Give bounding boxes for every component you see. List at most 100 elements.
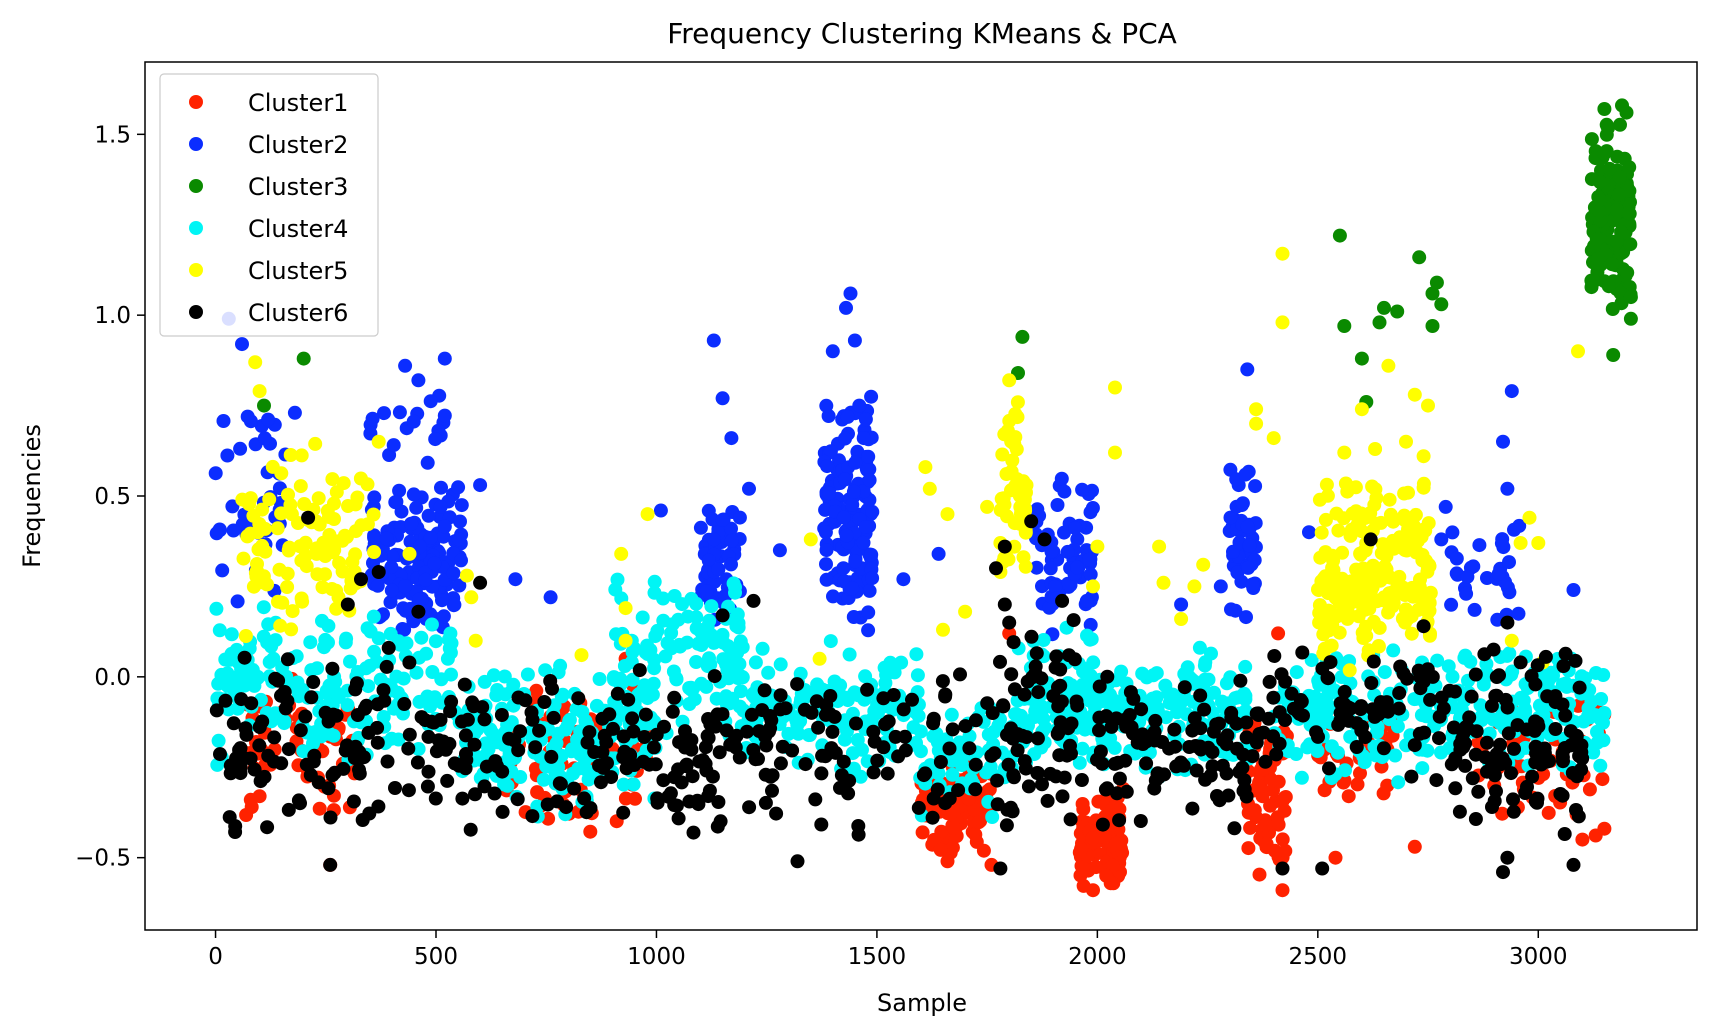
data-point (1070, 532, 1085, 547)
data-point (1452, 804, 1467, 819)
data-point (1405, 581, 1420, 596)
data-point (1196, 557, 1211, 572)
data-point (467, 737, 482, 752)
data-point (1502, 646, 1517, 661)
data-point (355, 813, 370, 827)
data-point (689, 655, 704, 669)
data-point (1354, 351, 1369, 366)
data-point (1243, 820, 1258, 835)
data-point (1429, 773, 1444, 788)
data-point (308, 725, 323, 739)
data-point (1083, 567, 1098, 582)
data-point (1074, 773, 1089, 787)
data-point (1100, 781, 1115, 796)
data-point (1477, 647, 1492, 662)
data-point (529, 683, 544, 698)
data-point (1002, 413, 1017, 428)
data-point (693, 520, 708, 535)
data-point (317, 640, 331, 655)
data-point (401, 783, 416, 798)
data-point (686, 825, 701, 840)
data-point (632, 663, 647, 678)
data-point (406, 487, 421, 502)
data-point (1029, 560, 1044, 575)
data-point (1331, 717, 1346, 732)
data-point (1267, 649, 1282, 663)
data-point (715, 608, 730, 623)
data-point (1563, 738, 1578, 753)
data-point (1572, 680, 1587, 695)
data-point (246, 579, 261, 594)
data-point (1095, 817, 1110, 832)
data-point (1174, 756, 1189, 771)
data-point (409, 500, 424, 515)
data-point (437, 519, 452, 534)
data-point (867, 704, 882, 719)
data-point (1315, 861, 1330, 876)
data-point (437, 351, 452, 366)
data-point (280, 580, 295, 594)
data-point (1354, 699, 1369, 714)
data-point (1496, 865, 1510, 880)
data-point (232, 743, 247, 757)
data-point (283, 498, 298, 512)
data-point (1080, 628, 1094, 643)
data-point (240, 529, 255, 544)
data-point (1223, 510, 1238, 525)
data-point (715, 512, 730, 527)
data-point (1418, 669, 1433, 683)
data-point (1574, 669, 1589, 684)
data-point (1504, 766, 1518, 781)
data-point (348, 524, 363, 539)
data-point (657, 719, 671, 734)
data-point (234, 662, 249, 676)
data-point (226, 716, 241, 731)
data-point (315, 580, 330, 595)
data-point (1318, 578, 1333, 593)
data-point (885, 702, 900, 717)
data-point (267, 730, 282, 745)
data-point (345, 554, 360, 569)
data-point (1198, 655, 1213, 670)
data-point (848, 554, 863, 569)
data-point (1371, 707, 1386, 722)
data-point (1050, 498, 1065, 512)
data-point (1331, 523, 1346, 538)
data-point (518, 693, 533, 708)
data-point (331, 690, 346, 704)
data-point (1300, 740, 1315, 755)
data-point (1314, 525, 1329, 540)
data-point (252, 738, 267, 753)
legend-marker (189, 263, 203, 277)
y-tick-label: 0.5 (94, 484, 131, 510)
data-point (1472, 538, 1487, 553)
data-point (1421, 398, 1435, 413)
data-point (468, 633, 483, 648)
data-point (1581, 708, 1596, 723)
data-point (1240, 519, 1255, 534)
data-point (877, 660, 892, 675)
data-point (228, 819, 243, 834)
data-point (434, 480, 448, 495)
data-point (1004, 667, 1019, 682)
data-point (1249, 402, 1264, 417)
data-point (1593, 758, 1608, 773)
data-point (323, 810, 338, 825)
data-point (1555, 750, 1570, 765)
data-point (1592, 192, 1607, 207)
data-point (1119, 719, 1134, 734)
legend-label: Cluster2 (248, 131, 348, 159)
data-point (298, 709, 313, 724)
data-point (402, 727, 417, 742)
data-point (724, 431, 739, 446)
data-point (711, 795, 726, 809)
data-point (233, 441, 248, 456)
data-point (707, 669, 722, 684)
data-point (216, 414, 231, 428)
data-point (236, 551, 251, 566)
legend-marker (189, 179, 203, 193)
data-point (993, 861, 1008, 876)
data-point (1189, 763, 1204, 778)
data-point (647, 574, 662, 589)
data-point (1007, 682, 1022, 697)
